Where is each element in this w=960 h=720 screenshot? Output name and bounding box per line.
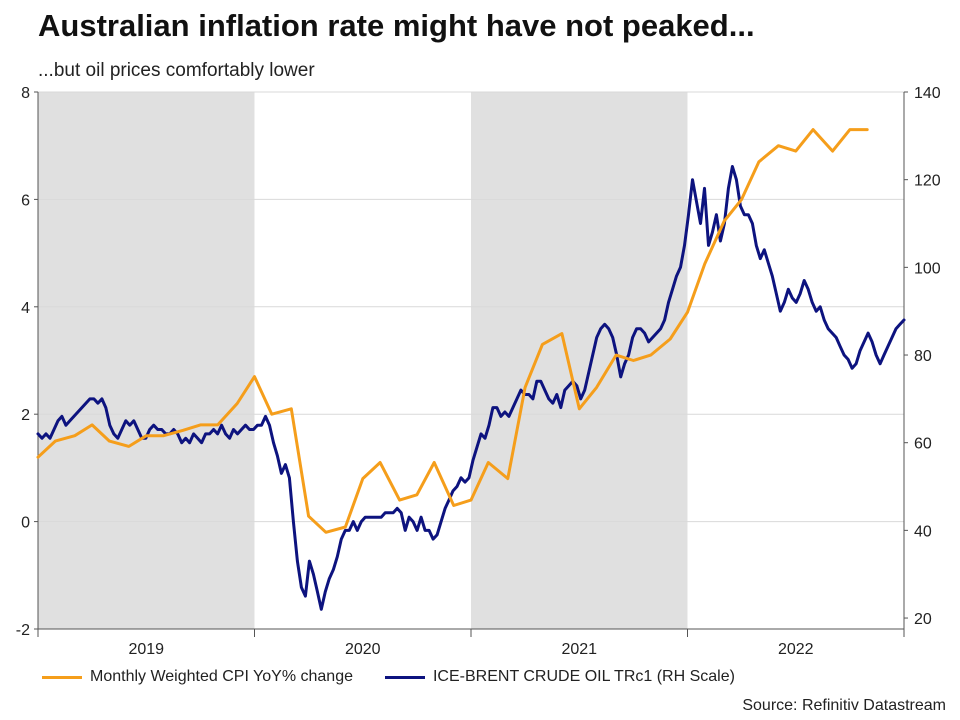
chart-subtitle: ...but oil prices comfortably lower: [38, 60, 315, 81]
y-right-tick-label-6: 140: [914, 85, 941, 102]
y-left-tick-label-2: 2: [21, 407, 30, 424]
y-left-tick-label-1: 0: [21, 515, 30, 532]
x-tick-label-2: 2021: [561, 641, 597, 658]
y-right-tick-label-3: 80: [914, 348, 932, 365]
y-left-tick-label-5: 8: [21, 85, 30, 102]
oil-price-line: [36, 165, 906, 611]
y-right-tick-label-2: 60: [914, 436, 932, 453]
legend-swatch-oil: [384, 675, 425, 679]
shaded-band-0: [38, 92, 255, 629]
source-note: Source: Refinitiv Datastream: [742, 697, 946, 714]
y-left-tick-label-4: 6: [21, 192, 30, 209]
x-tick-label-1: 2020: [345, 641, 381, 658]
cpi-line: [36, 128, 869, 534]
legend-item-cpi: Monthly Weighted CPI YoY% change: [42, 668, 353, 686]
legend-label-oil: ICE-BRENT CRUDE OIL TRc1 (RH Scale): [432, 668, 735, 685]
y-left-tick-label-3: 4: [21, 300, 30, 317]
legend-item-oil: ICE-BRENT CRUDE OIL TRc1 (RH Scale): [384, 668, 735, 686]
y-right-tick-label-5: 120: [914, 173, 941, 190]
y-right-tick-label-4: 100: [914, 260, 941, 277]
y-right-tick-label-0: 20: [914, 611, 932, 628]
shaded-band-1: [471, 92, 688, 629]
legend-swatch-cpi: [42, 675, 82, 679]
x-tick-label-0: 2019: [128, 641, 164, 658]
x-tick-label-3: 2022: [778, 641, 814, 658]
legend-label-cpi: Monthly Weighted CPI YoY% change: [90, 668, 353, 685]
chart-title: Australian inflation rate might have not…: [38, 8, 755, 43]
chart-legend: Monthly Weighted CPI YoY% change ICE-BRE…: [42, 668, 767, 686]
y-left-tick-label-0: -2: [16, 622, 30, 639]
y-right-tick-label-1: 40: [914, 523, 932, 540]
